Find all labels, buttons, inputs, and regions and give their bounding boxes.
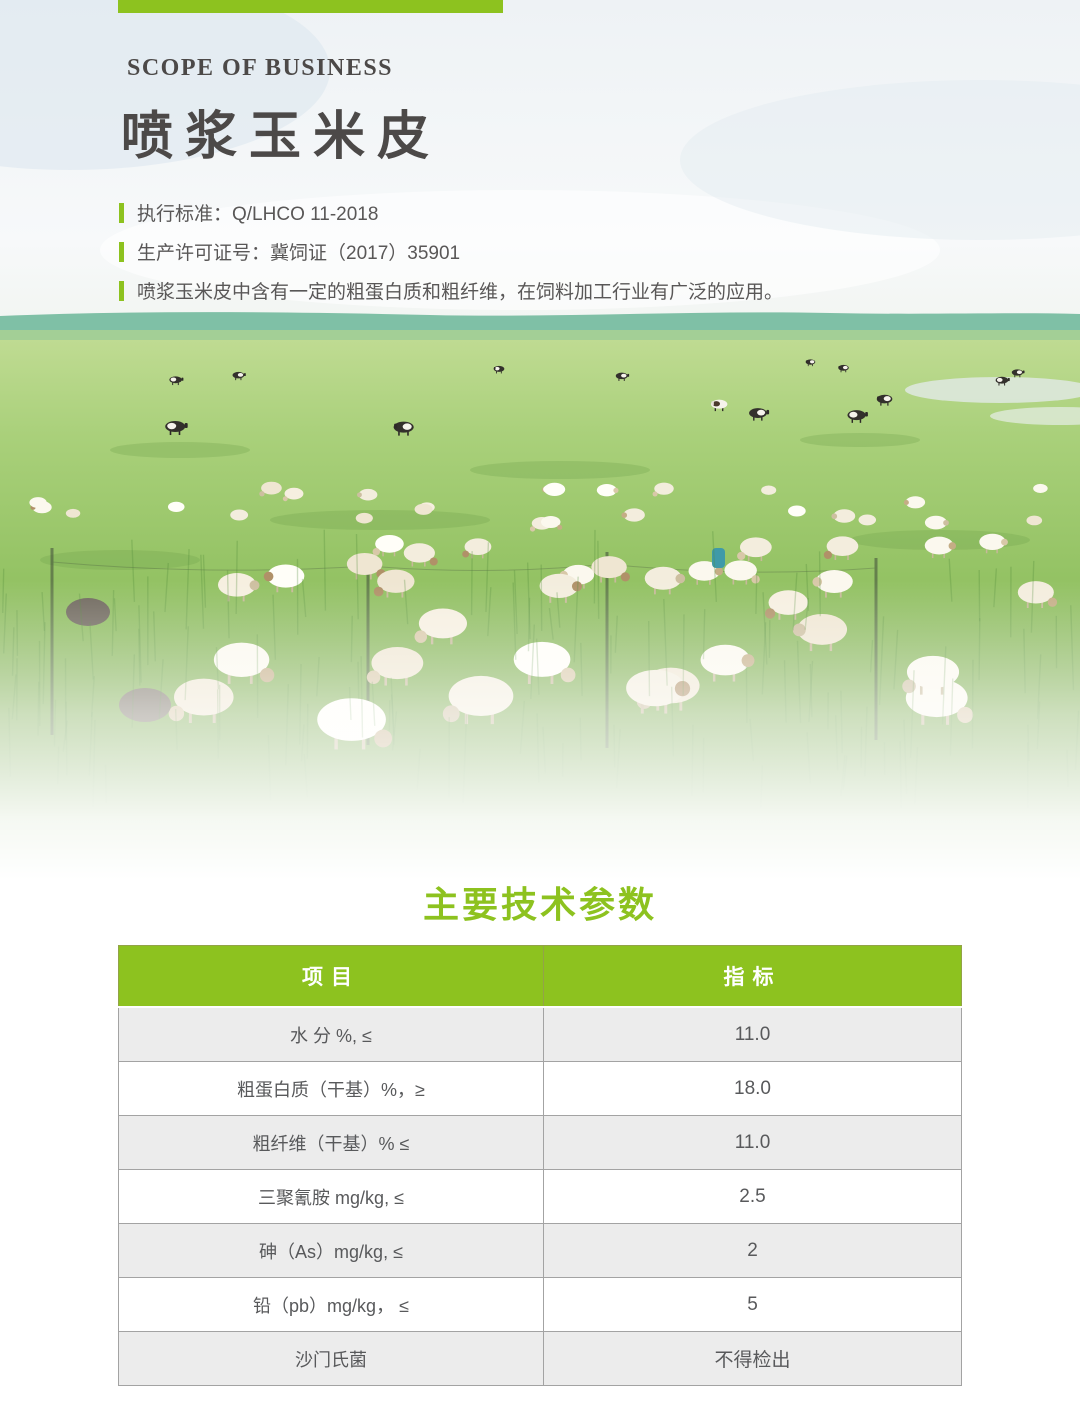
spec-value: 11.0 xyxy=(543,1006,962,1062)
product-title: 喷浆玉米皮 xyxy=(121,108,442,166)
spec-item: 沙门氏菌 xyxy=(118,1331,544,1386)
spec-item: 铅（pb）mg/kg， ≤ xyxy=(118,1277,544,1332)
spec-table: 项目 指标 水 分 %, ≤11.0 粗蛋白质（干基）%，≥ 18.0 粗纤维（干基）… xyxy=(118,945,962,1386)
shepherd-blue xyxy=(712,548,725,568)
field xyxy=(0,340,1080,880)
table-row: 沙门氏菌 不得检出 xyxy=(118,1331,962,1386)
bullet-list: 执行标准：Q/LHCO 11-2018 生产许可证号：冀饲证（2017）35901… xyxy=(119,199,783,316)
table-row: 粗蛋白质（干基）%，≥ 18.0 xyxy=(118,1061,962,1116)
cows-layer xyxy=(165,359,1025,436)
top-accent-bar xyxy=(118,0,503,13)
spec-item: 粗纤维（干基）% ≤ xyxy=(118,1115,544,1170)
spec-item: 砷（As）mg/kg, ≤ xyxy=(118,1223,544,1278)
table-row: 三聚氰胺 mg/kg, ≤2.5 xyxy=(118,1169,962,1224)
bullet-item: 执行标准：Q/LHCO 11-2018 xyxy=(119,199,783,226)
sheep-far-layer xyxy=(29,481,1048,532)
spec-value: 2 xyxy=(543,1223,962,1278)
spec-item: 三聚氰胺 mg/kg, ≤ xyxy=(118,1169,544,1224)
bullet-item: 生产许可证号：冀饲证（2017）35901 xyxy=(119,238,783,265)
column-header-item: 项目 xyxy=(118,945,544,1008)
sheep-mid-layer xyxy=(66,533,1058,626)
fence xyxy=(50,548,878,748)
table-row: 水 分 %, ≤11.0 xyxy=(118,1006,962,1062)
params-heading: 主要技术参数 xyxy=(422,884,657,925)
bullet-marker-icon xyxy=(119,280,124,301)
spec-value: 18.0 xyxy=(543,1061,962,1116)
table-header-row: 项目 指标 xyxy=(118,945,962,1008)
horizon-haze xyxy=(0,330,1080,348)
bullet-marker-icon xyxy=(119,241,124,262)
spec-item: 粗蛋白质（干基）%，≥ xyxy=(118,1061,544,1116)
grass-blades xyxy=(2,529,1080,809)
column-header-index: 指标 xyxy=(543,945,962,1008)
spec-value: 11.0 xyxy=(543,1115,962,1170)
pond xyxy=(905,377,1080,403)
spec-value: 5 xyxy=(543,1277,962,1332)
bullet-item: 喷浆玉米皮中含有一定的粗蛋白质和粗纤维，在饲料加工行业有广泛的应用。 xyxy=(119,277,783,304)
table-row: 铅（pb）mg/kg， ≤5 xyxy=(118,1277,962,1332)
table-row: 粗纤维（干基）% ≤11.0 xyxy=(118,1115,962,1170)
pond xyxy=(990,407,1080,425)
spec-table-body: 水 分 %, ≤11.0 粗蛋白质（干基）%，≥ 18.0 粗纤维（干基）% ≤11.… xyxy=(118,1006,962,1386)
bullet-text: 生产许可证号：冀饲证（2017）35901 xyxy=(137,243,461,264)
sheep-near-layer xyxy=(119,608,974,750)
spec-value: 不得检出 xyxy=(543,1331,962,1386)
bullet-text: 喷浆玉米皮中含有一定的粗蛋白质和粗纤维，在饲料加工行业有广泛的应用。 xyxy=(137,282,784,303)
white-fade xyxy=(0,580,1080,880)
spec-value: 2.5 xyxy=(543,1169,962,1224)
distant-hills xyxy=(0,312,1080,345)
spec-item: 水 分 %, ≤ xyxy=(118,1006,544,1062)
table-row: 砷（As）mg/kg, ≤2 xyxy=(118,1223,962,1278)
bullet-marker-icon xyxy=(119,202,124,223)
field-texture xyxy=(40,433,1030,570)
bullet-text: 执行标准：Q/LHCO 11-2018 xyxy=(137,204,379,225)
section-label: SCOPE OF BUSINESS xyxy=(127,55,394,81)
